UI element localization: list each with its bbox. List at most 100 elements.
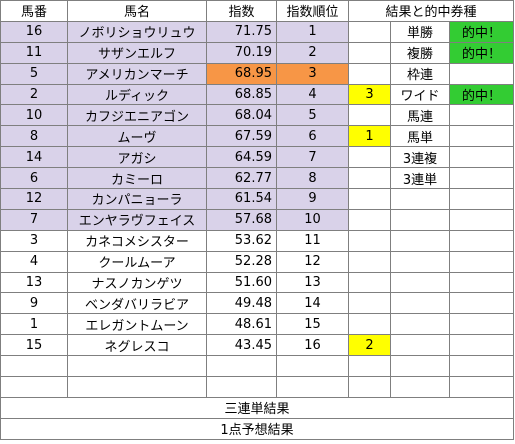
- shisu-cell[interactable]: 71.75: [206, 20, 277, 43]
- bamei-cell[interactable]: アガシ: [67, 146, 207, 169]
- shisu-cell[interactable]: [206, 355, 277, 378]
- bamei-cell[interactable]: [67, 355, 207, 378]
- umaban-cell[interactable]: 5: [0, 62, 68, 85]
- header-shisu[interactable]: 指数: [206, 0, 277, 22]
- bamei-cell[interactable]: ナスノカンゲツ: [67, 271, 207, 294]
- header-kekka[interactable]: 結果と的中券種: [347, 0, 515, 22]
- shisu-cell[interactable]: 68.95: [206, 62, 277, 85]
- juni-cell[interactable]: 13: [276, 271, 349, 294]
- bet-type-cell[interactable]: 馬連: [390, 104, 450, 127]
- result-cell[interactable]: 3: [348, 83, 391, 106]
- result-cell[interactable]: [348, 355, 391, 378]
- bet-type-cell[interactable]: [390, 208, 450, 231]
- bet-type-cell[interactable]: [390, 188, 450, 210]
- bamei-cell[interactable]: ムーヴ: [67, 125, 207, 148]
- result-cell[interactable]: [348, 208, 391, 231]
- shisu-cell[interactable]: 52.28: [206, 250, 277, 273]
- shisu-cell[interactable]: 51.60: [206, 271, 277, 294]
- bet-type-cell[interactable]: [390, 292, 450, 315]
- juni-cell[interactable]: 7: [276, 146, 349, 169]
- bamei-cell[interactable]: カミーロ: [67, 167, 207, 190]
- bamei-cell[interactable]: カフジエニアゴン: [67, 104, 207, 127]
- one-point-prediction-label[interactable]: 1点予想結果: [0, 417, 515, 440]
- bet-type-cell[interactable]: [390, 229, 450, 252]
- shisu-cell[interactable]: 67.59: [206, 125, 277, 148]
- juni-cell[interactable]: 10: [276, 208, 349, 231]
- bamei-cell[interactable]: エンヤラヴフェイス: [67, 208, 207, 231]
- result-cell[interactable]: 2: [348, 334, 391, 357]
- juni-cell[interactable]: 14: [276, 292, 349, 315]
- umaban-cell[interactable]: [0, 376, 68, 398]
- shisu-cell[interactable]: 49.48: [206, 292, 277, 315]
- hit-cell[interactable]: [448, 125, 515, 148]
- umaban-cell[interactable]: 10: [0, 104, 68, 127]
- result-cell[interactable]: [348, 62, 391, 85]
- bet-type-cell[interactable]: [390, 376, 450, 398]
- umaban-cell[interactable]: 16: [0, 20, 68, 43]
- hit-cell[interactable]: 的中！: [448, 41, 515, 64]
- result-cell[interactable]: [348, 292, 391, 315]
- hit-cell[interactable]: [448, 292, 515, 315]
- shisu-cell[interactable]: 61.54: [206, 188, 277, 210]
- juni-cell[interactable]: 4: [276, 83, 349, 106]
- bamei-cell[interactable]: ノボリショウリュウ: [67, 20, 207, 43]
- header-bamei[interactable]: 馬名: [67, 0, 207, 22]
- shisu-cell[interactable]: 53.62: [206, 229, 277, 252]
- bamei-cell[interactable]: アメリカンマーチ: [67, 62, 207, 85]
- umaban-cell[interactable]: 2: [0, 83, 68, 106]
- umaban-cell[interactable]: 1: [0, 313, 68, 336]
- hit-cell[interactable]: [448, 313, 515, 336]
- juni-cell[interactable]: 9: [276, 188, 349, 210]
- hit-cell[interactable]: [448, 229, 515, 252]
- bet-type-cell[interactable]: ワイド: [390, 83, 450, 106]
- shisu-cell[interactable]: 48.61: [206, 313, 277, 336]
- juni-cell[interactable]: 16: [276, 334, 349, 357]
- umaban-cell[interactable]: 8: [0, 125, 68, 148]
- umaban-cell[interactable]: [0, 355, 68, 378]
- header-juni[interactable]: 指数順位: [276, 0, 349, 22]
- hit-cell[interactable]: [448, 376, 515, 398]
- result-cell[interactable]: [348, 250, 391, 273]
- bet-type-cell[interactable]: [390, 250, 450, 273]
- bet-type-cell[interactable]: 馬単: [390, 125, 450, 148]
- result-cell[interactable]: [348, 376, 391, 398]
- juni-cell[interactable]: 15: [276, 313, 349, 336]
- umaban-cell[interactable]: 11: [0, 41, 68, 64]
- bamei-cell[interactable]: ネグレスコ: [67, 334, 207, 357]
- result-cell[interactable]: [348, 41, 391, 64]
- bamei-cell[interactable]: サザンエルフ: [67, 41, 207, 64]
- bet-type-cell[interactable]: [390, 334, 450, 357]
- juni-cell[interactable]: 6: [276, 125, 349, 148]
- juni-cell[interactable]: 12: [276, 250, 349, 273]
- shisu-cell[interactable]: 68.04: [206, 104, 277, 127]
- result-cell[interactable]: [348, 188, 391, 210]
- shisu-cell[interactable]: 62.77: [206, 167, 277, 190]
- umaban-cell[interactable]: 13: [0, 271, 68, 294]
- hit-cell[interactable]: [448, 250, 515, 273]
- shisu-cell[interactable]: 70.19: [206, 41, 277, 64]
- umaban-cell[interactable]: 9: [0, 292, 68, 315]
- shisu-cell[interactable]: 43.45: [206, 334, 277, 357]
- shisu-cell[interactable]: 64.59: [206, 146, 277, 169]
- hit-cell[interactable]: [448, 167, 515, 190]
- umaban-cell[interactable]: 4: [0, 250, 68, 273]
- result-cell[interactable]: [348, 313, 391, 336]
- hit-cell[interactable]: [448, 104, 515, 127]
- juni-cell[interactable]: 8: [276, 167, 349, 190]
- hit-cell[interactable]: [448, 62, 515, 85]
- bet-type-cell[interactable]: 複勝: [390, 41, 450, 64]
- hit-cell[interactable]: [448, 188, 515, 210]
- bamei-cell[interactable]: クールムーア: [67, 250, 207, 273]
- bamei-cell[interactable]: ベンダバリラビア: [67, 292, 207, 315]
- bet-type-cell[interactable]: [390, 271, 450, 294]
- juni-cell[interactable]: 5: [276, 104, 349, 127]
- bet-type-cell[interactable]: [390, 313, 450, 336]
- shisu-cell[interactable]: 68.85: [206, 83, 277, 106]
- bet-type-cell[interactable]: 3連複: [390, 146, 450, 169]
- hit-cell[interactable]: 的中！: [448, 83, 515, 106]
- bamei-cell[interactable]: ルディック: [67, 83, 207, 106]
- juni-cell[interactable]: [276, 376, 349, 398]
- shisu-cell[interactable]: 57.68: [206, 208, 277, 231]
- bet-type-cell[interactable]: 単勝: [390, 20, 450, 43]
- umaban-cell[interactable]: 6: [0, 167, 68, 190]
